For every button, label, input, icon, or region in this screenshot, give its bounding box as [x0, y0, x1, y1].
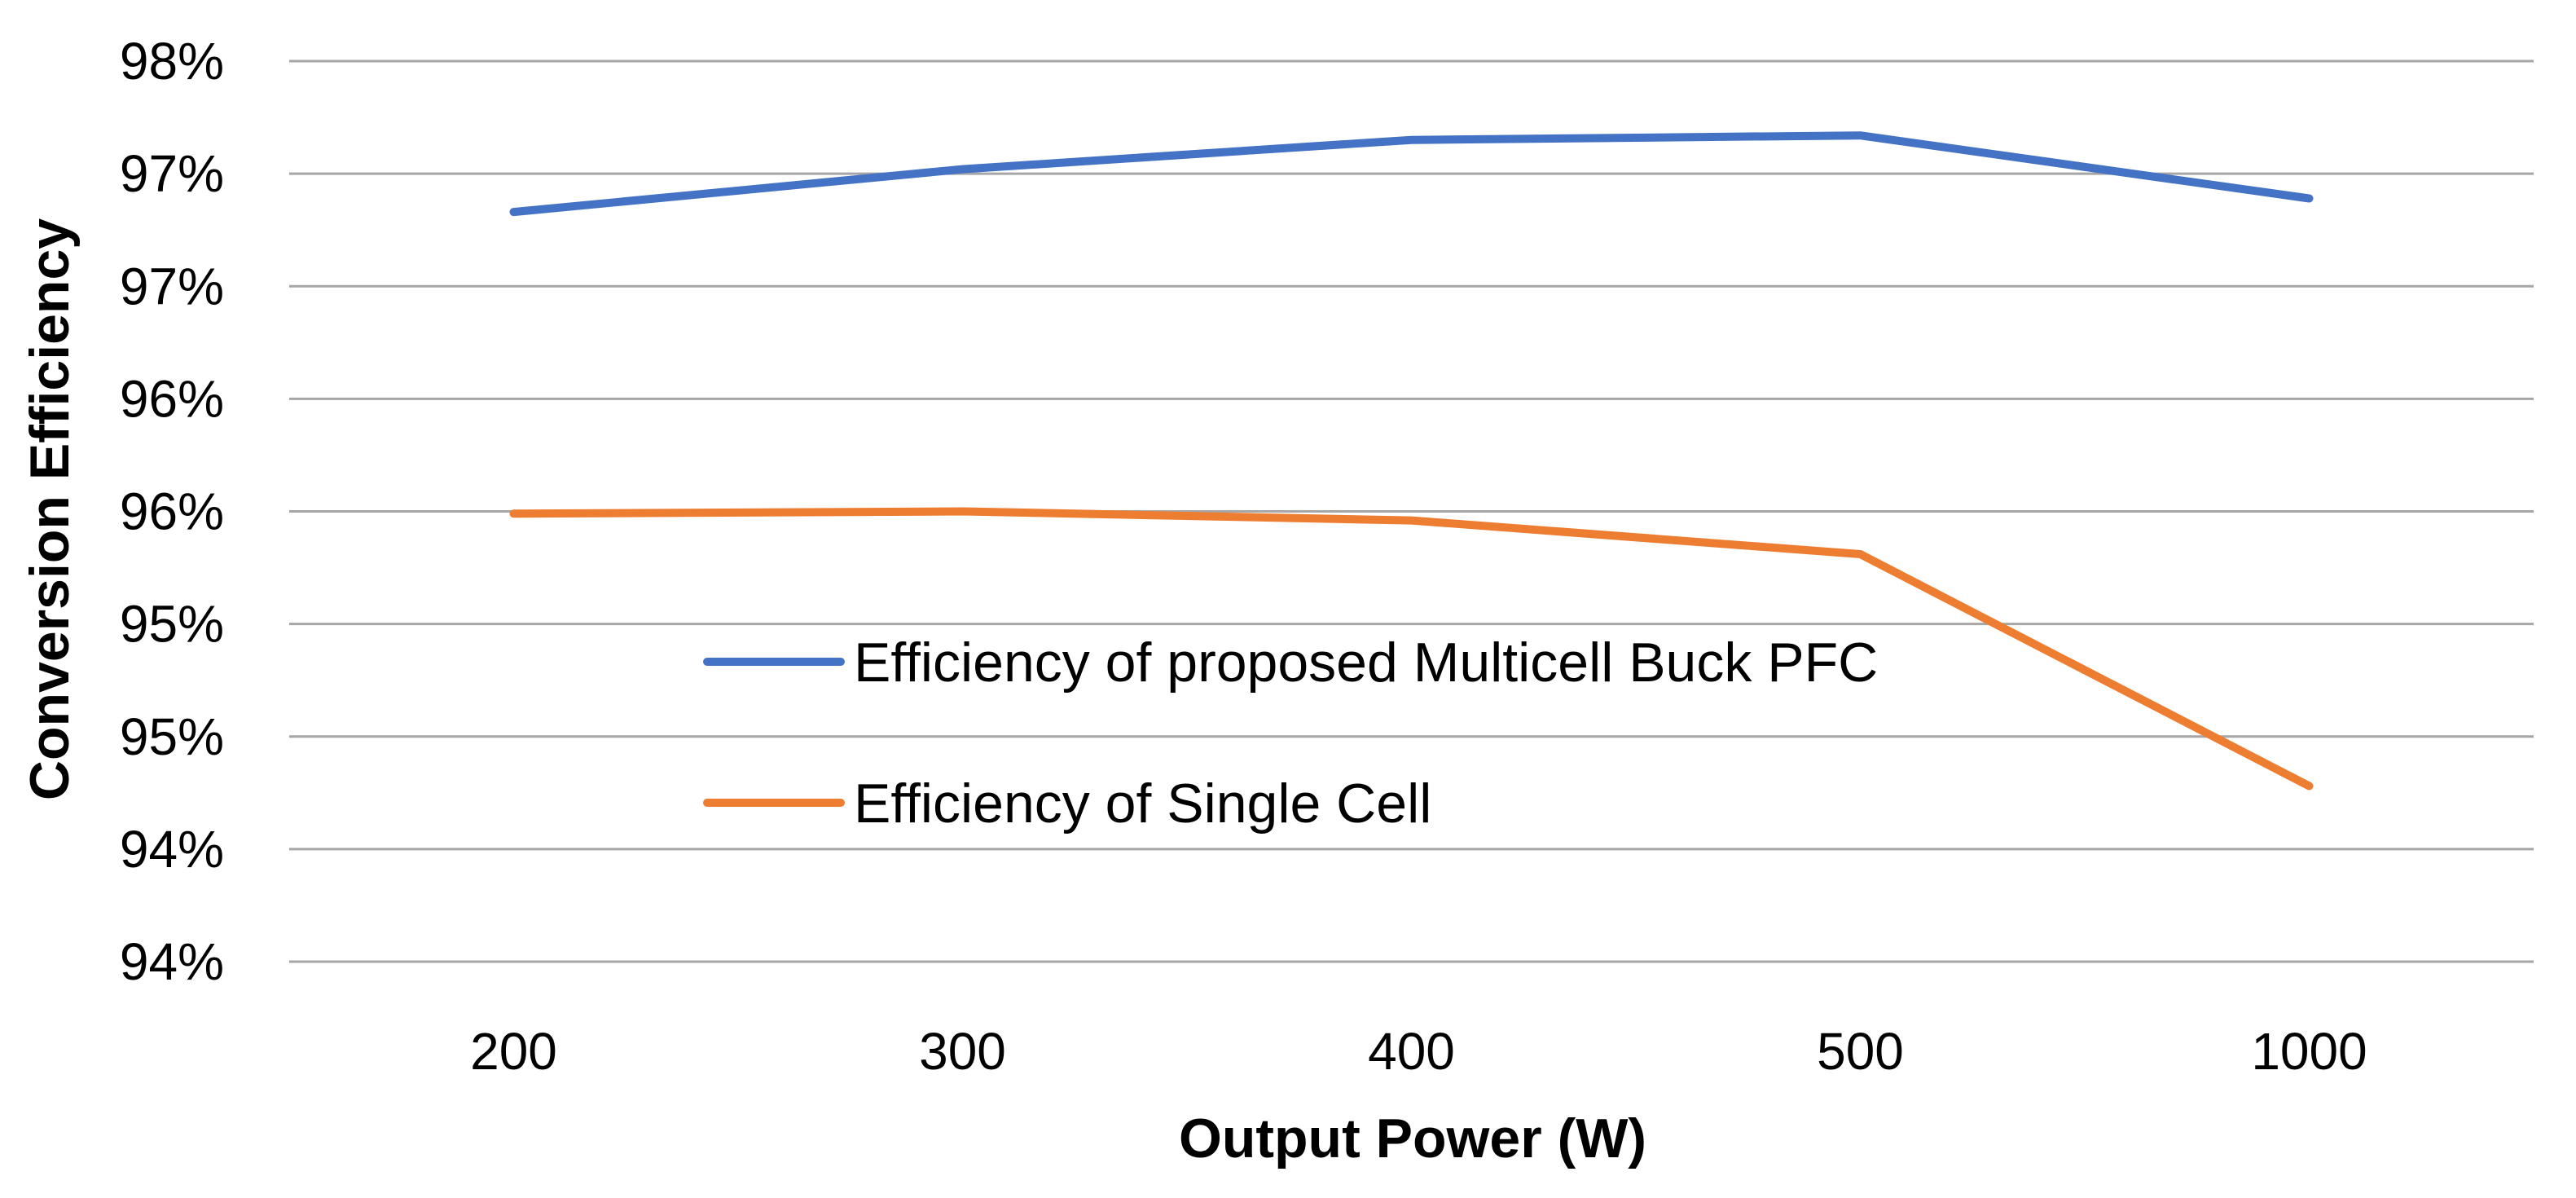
x-tick-label: 500 — [1817, 1022, 1904, 1081]
x-tick-label: 200 — [470, 1022, 557, 1081]
series-lines — [509, 131, 2314, 791]
legend: Efficiency of proposed Multicell Buck PF… — [703, 632, 1878, 835]
series-line-single-cell — [509, 507, 2314, 791]
y-tick-label: 96% — [120, 369, 224, 428]
y-tick-label: 94% — [120, 932, 224, 991]
series-line-multicell — [509, 131, 2314, 217]
x-tick-label: 400 — [1368, 1022, 1455, 1081]
y-tick-label: 98% — [120, 32, 224, 90]
x-axis-ticks: 200 300 400 500 1000 — [470, 1022, 2367, 1081]
x-axis-title: Output Power (W) — [1179, 1108, 1646, 1169]
x-tick-label: 300 — [919, 1022, 1006, 1081]
x-tick-label: 1000 — [2251, 1022, 2367, 1081]
y-axis-title: Conversion Efficiency — [19, 218, 81, 800]
legend-label: Efficiency of proposed Multicell Buck PF… — [854, 632, 1878, 694]
legend-label: Efficiency of Single Cell — [854, 773, 1431, 835]
y-tick-label: 96% — [120, 482, 224, 541]
y-tick-label: 97% — [120, 144, 224, 203]
y-tick-label: 94% — [120, 820, 224, 879]
y-axis-ticks: 94% 94% 95% 95% 96% 96% 97% 97% 98% — [120, 32, 224, 991]
y-tick-label: 95% — [120, 707, 224, 766]
y-tick-label: 97% — [120, 257, 224, 315]
y-tick-label: 95% — [120, 595, 224, 654]
